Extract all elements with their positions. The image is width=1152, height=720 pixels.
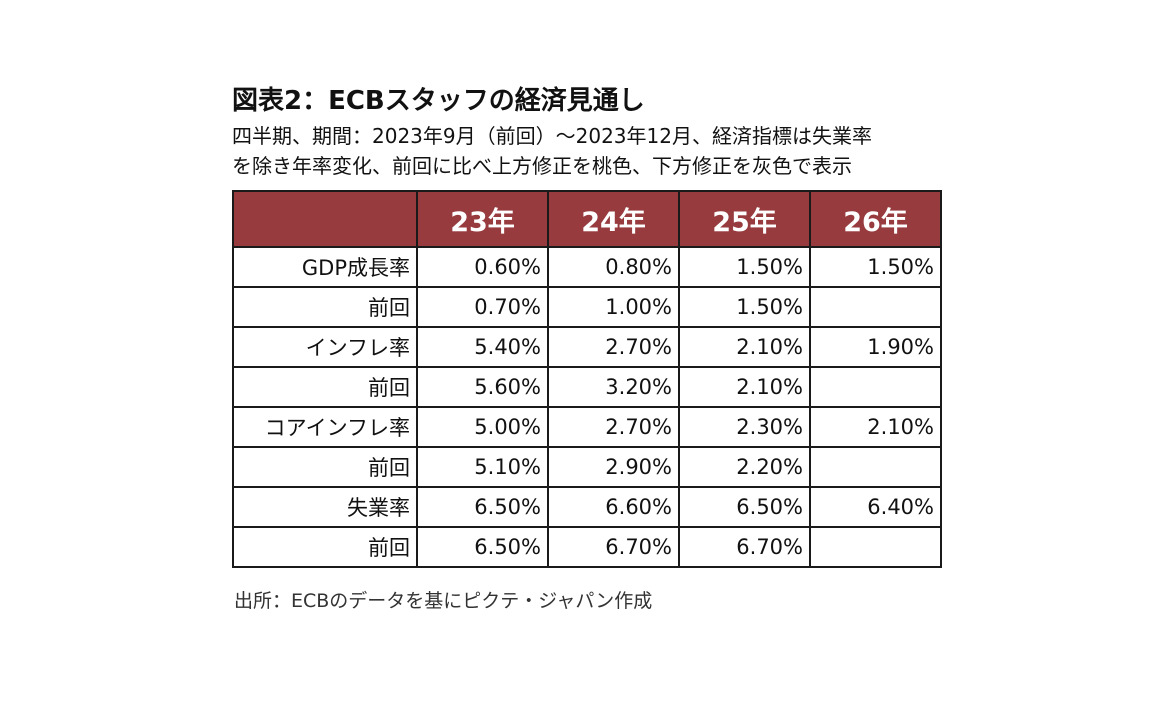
table-row: GDP成長率 0.60% 0.80% 1.50% 1.50% [232,246,942,288]
table-cell-value: 5.00% [416,406,549,448]
table-cell-value: 0.60% [416,246,549,288]
row-label: コアインフレ率 [232,406,418,448]
table-cell-value: 6.40% [809,486,942,528]
row-label-previous: 前回 [232,446,418,488]
table-cell-value: 6.50% [678,486,811,528]
table-cell-value: 2.90% [547,446,680,488]
table-cell-value: 6.50% [416,526,549,568]
figure-subtitle-line-1: 四半期、期間：2023年9月（前回）～2023年12月、経済指標は失業率 [232,124,872,148]
table-row: 前回 6.50% 6.70% 6.70% [232,526,942,568]
table-cell-value: 1.00% [547,286,680,328]
table-body: GDP成長率 0.60% 0.80% 1.50% 1.50% 前回 0.70% 1.00% 1.… [232,246,942,568]
table-cell-value [809,286,942,328]
table-cell-value: 6.70% [678,526,811,568]
table-cell-value: 2.10% [678,366,811,408]
table-row: 前回 5.60% 3.20% 2.10% [232,366,942,408]
table-row: 前回 0.70% 1.00% 1.50% [232,286,942,328]
table-cell-value: 1.50% [678,246,811,288]
table-cell-value: 1.50% [809,246,942,288]
table-cell-value: 2.10% [809,406,942,448]
table-cell-value: 0.70% [416,286,549,328]
table-cell-value: 5.10% [416,446,549,488]
row-label-previous: 前回 [232,366,418,408]
table-row: コアインフレ率 5.00% 2.70% 2.30% 2.10% [232,406,942,448]
table-cell-value [809,526,942,568]
table-row: インフレ率 5.40% 2.70% 2.10% 1.90% [232,326,942,368]
header-cell-23: 23年 [416,190,549,248]
table-cell-value: 1.90% [809,326,942,368]
table-cell-value: 2.20% [678,446,811,488]
table-row: 前回 5.10% 2.90% 2.20% [232,446,942,488]
table-cell-value: 6.50% [416,486,549,528]
header-cell-25: 25年 [678,190,811,248]
table-cell-value: 5.40% [416,326,549,368]
table-cell-value: 2.70% [547,326,680,368]
header-cell-corner [232,190,418,248]
row-label: 失業率 [232,486,418,528]
table-cell-value: 5.60% [416,366,549,408]
row-label-previous: 前回 [232,526,418,568]
table-row: 失業率 6.50% 6.60% 6.50% 6.40% [232,486,942,528]
table-cell-value: 6.70% [547,526,680,568]
forecast-table: 23年 24年 25年 26年 GDP成長率 0.60% 0.80% 1.50% 1.5… [232,190,942,568]
table-cell-value: 1.50% [678,286,811,328]
table-cell-value: 3.20% [547,366,680,408]
header-cell-24: 24年 [547,190,680,248]
header-cell-26: 26年 [809,190,942,248]
table-cell-value: 2.10% [678,326,811,368]
figure-subtitle-line-2: を除き年率変化、前回に比べ上方修正を桃色、下方修正を灰色で表示 [232,154,852,178]
table-cell-value: 2.70% [547,406,680,448]
table-cell-value [809,366,942,408]
source-note: 出所：ECBのデータを基にピクテ・ジャパン作成 [234,590,653,612]
row-label-previous: 前回 [232,286,418,328]
table-cell-value: 0.80% [547,246,680,288]
row-label: インフレ率 [232,326,418,368]
header-row: 23年 24年 25年 26年 [232,190,942,248]
table-cell-value [809,446,942,488]
row-label: GDP成長率 [232,246,418,288]
table-cell-value: 6.60% [547,486,680,528]
table-cell-value: 2.30% [678,406,811,448]
figure-title: 図表2：ECBスタッフの経済見通し [232,86,645,116]
